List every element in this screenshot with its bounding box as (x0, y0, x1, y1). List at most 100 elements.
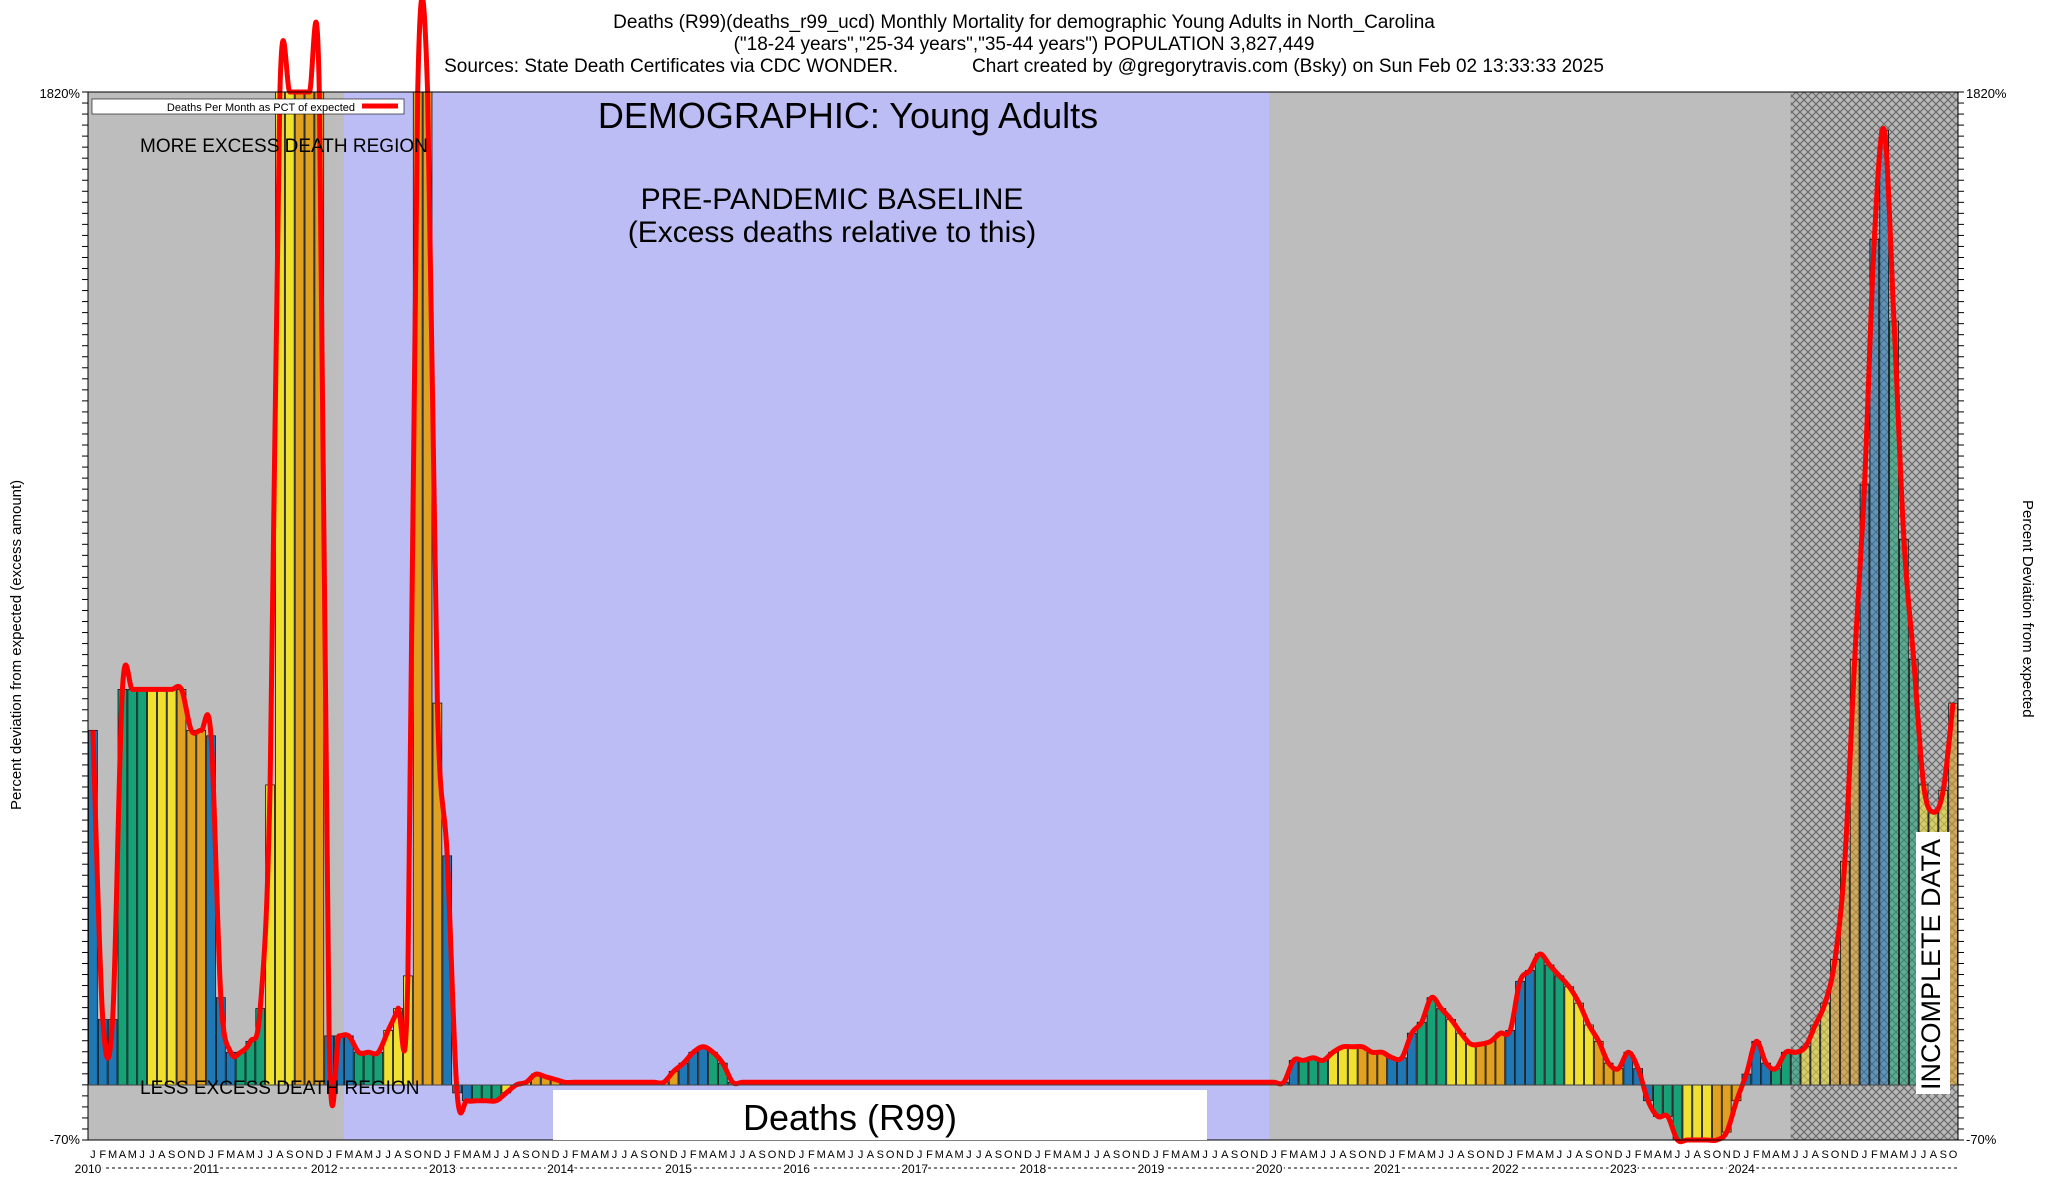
x-tick-month: S (522, 1149, 529, 1161)
x-tick-month: J (1389, 1149, 1395, 1161)
x-tick-month: S (1349, 1149, 1356, 1161)
x-tick-month: A (355, 1149, 363, 1161)
x-tick-month: D (433, 1149, 441, 1161)
x-tick-month: J (139, 1149, 145, 1161)
bar (1554, 975, 1565, 1086)
x-tick-month: O (1831, 1149, 1840, 1161)
bar (1899, 538, 1909, 1086)
x-tick-month: M (1171, 1149, 1180, 1161)
cause-label: Deaths (R99) (743, 1097, 957, 1138)
x-tick-month: S (404, 1149, 411, 1161)
x-tick-month: O (413, 1149, 422, 1161)
x-tick-year: 2014 (547, 1162, 574, 1176)
x-tick-month: N (1723, 1149, 1731, 1161)
x-tick-month: M (246, 1149, 255, 1161)
x-tick-month: A (1103, 1149, 1111, 1161)
x-tick-month: F (690, 1149, 697, 1161)
x-tick-month: A (591, 1149, 599, 1161)
x-tick-month: S (995, 1149, 1002, 1161)
x-tick-month: J (1566, 1149, 1572, 1161)
x-tick-month: A (1221, 1149, 1229, 1161)
x-tick-month: S (877, 1149, 884, 1161)
x-tick-month: M (1663, 1149, 1672, 1161)
x-tick-month: D (1733, 1149, 1741, 1161)
x-tick-month: A (827, 1149, 835, 1161)
x-tick-year: 2022 (1492, 1162, 1519, 1176)
x-tick-month: J (1153, 1149, 1159, 1161)
x-tick-year: 2016 (783, 1162, 810, 1176)
x-tick-month: A (946, 1149, 954, 1161)
x-tick-month: F (926, 1149, 933, 1161)
x-tick-month: M (1191, 1149, 1200, 1161)
x-tick-month: S (1467, 1149, 1474, 1161)
x-tick-month: J (208, 1149, 214, 1161)
x-tick-month: J (1202, 1149, 1208, 1161)
bar (1446, 1019, 1456, 1086)
x-tick-month: D (1260, 1149, 1268, 1161)
x-tick-month: M (108, 1149, 117, 1161)
bar (1712, 1084, 1722, 1141)
x-tick-month: A (1575, 1149, 1583, 1161)
x-tick-month: J (1320, 1149, 1326, 1161)
x-tick-month: N (1014, 1149, 1022, 1161)
bar (1387, 1057, 1397, 1086)
x-tick-year: 2010 (75, 1162, 102, 1176)
legend-label: Deaths Per Month as PCT of expected (167, 102, 355, 114)
x-tick-month: S (1231, 1149, 1238, 1161)
y-axis-label-right: Percent Deviation from expected (2019, 500, 2036, 718)
x-tick-year: 2012 (311, 1162, 338, 1176)
x-tick-month: O (1122, 1149, 1131, 1161)
less-excess-label: LESS EXCESS DEATH REGION (140, 1078, 419, 1099)
x-tick-month: A (473, 1149, 481, 1161)
x-tick-month: F (1162, 1149, 1169, 1161)
x-tick-month: A (1890, 1149, 1898, 1161)
x-tick-month: M (954, 1149, 963, 1161)
x-tick-month: F (454, 1149, 461, 1161)
x-tick-month: N (542, 1149, 550, 1161)
x-tick-month: J (1675, 1149, 1681, 1161)
x-tick-month: J (1271, 1149, 1277, 1161)
x-tick-month: D (788, 1149, 796, 1161)
y-tick-label-bottom-left: -70% (50, 1132, 81, 1147)
x-tick-month: J (799, 1149, 805, 1161)
x-tick-month: M (364, 1149, 373, 1161)
x-tick-month: A (158, 1149, 166, 1161)
bar (1377, 1051, 1388, 1086)
x-tick-month: N (305, 1149, 313, 1161)
x-tick-month: J (257, 1149, 263, 1161)
x-tick-month: D (906, 1149, 914, 1161)
x-tick-month: D (670, 1149, 678, 1161)
x-tick-month: J (1862, 1149, 1868, 1161)
x-tick-month: N (896, 1149, 904, 1161)
x-tick-month: J (444, 1149, 450, 1161)
x-tick-month: D (552, 1149, 560, 1161)
x-tick-month: M (482, 1149, 491, 1161)
bar (1544, 964, 1555, 1086)
x-tick-month: F (1871, 1149, 1878, 1161)
x-tick-month: A (1418, 1149, 1426, 1161)
legend-box (91, 98, 405, 115)
x-tick-month: S (1821, 1149, 1828, 1161)
x-tick-month: J (740, 1149, 746, 1161)
x-tick-month: J (1448, 1149, 1454, 1161)
header-title: Deaths (R99)(deaths_r99_ucd) Monthly Mor… (613, 12, 1435, 33)
x-tick-month: M (699, 1149, 708, 1161)
bar (1534, 953, 1545, 1086)
x-tick-month: A (867, 1149, 875, 1161)
x-tick-month: S (1585, 1149, 1592, 1161)
x-tick-month: N (778, 1149, 786, 1161)
x-tick-month: A (276, 1149, 284, 1161)
bar (284, 91, 295, 1086)
x-tick-month: J (976, 1149, 982, 1161)
bar (1525, 970, 1535, 1086)
x-tick-month: D (1614, 1149, 1622, 1161)
bar (1790, 1051, 1801, 1086)
header-sources: Sources: State Death Certificates via CD… (0, 56, 2048, 78)
cause-label-box (553, 1090, 1207, 1140)
bar (1475, 1043, 1486, 1086)
x-tick-month: O (768, 1149, 777, 1161)
x-tick-month: A (512, 1149, 520, 1161)
x-tick-month: S (759, 1149, 766, 1161)
x-tick-month: J (848, 1149, 854, 1161)
